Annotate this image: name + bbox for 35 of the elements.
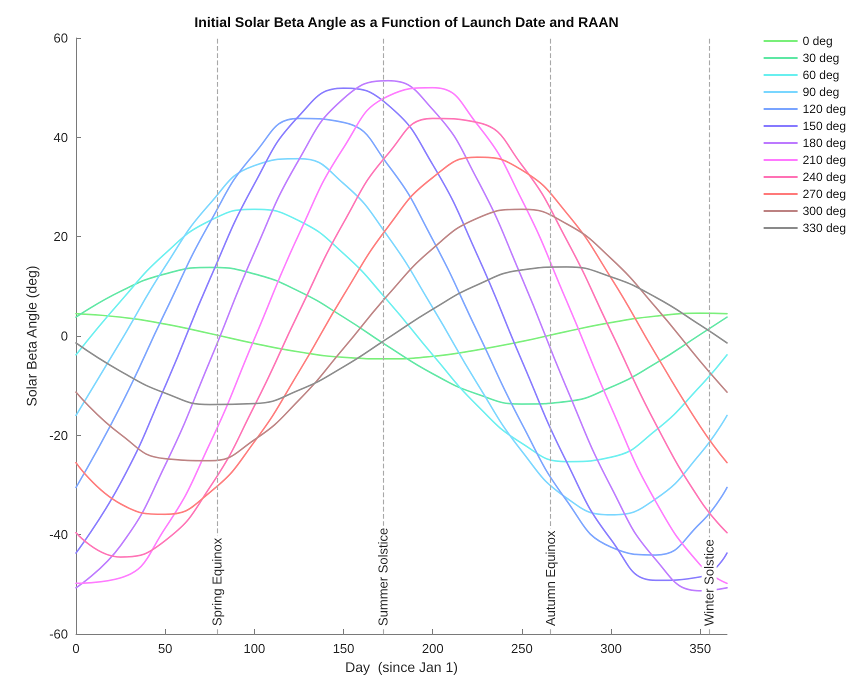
legend-label: 210 deg [802, 153, 846, 167]
x-tick-label: 50 [158, 641, 172, 656]
line-series [75, 312, 728, 360]
ref-line-label: Autumn Equinox [542, 530, 558, 626]
legend-label: 60 deg [802, 68, 840, 82]
legend-label: 300 deg [802, 204, 846, 218]
x-tick-label: 150 [332, 641, 354, 656]
x-tick-label: 0 [72, 641, 80, 656]
y-tick-label: 0 [60, 328, 68, 344]
y-tick-label: -60 [49, 626, 68, 642]
x-tick-label: 100 [244, 641, 266, 656]
y-tick-label: -20 [49, 428, 68, 443]
y-tick-label: 20 [54, 229, 68, 244]
legend-label: 240 deg [802, 170, 846, 184]
x-tick-label: 350 [689, 641, 712, 656]
y-tick-label: -40 [49, 527, 68, 542]
legend-label: 180 deg [802, 136, 846, 150]
legend-label: 150 deg [802, 119, 846, 133]
legend-label: 270 deg [802, 187, 846, 201]
ref-line-label: Spring Equinox [209, 537, 224, 626]
legend-label: 0 deg [802, 34, 833, 48]
legend-label: 120 deg [802, 102, 846, 116]
legend-label: 90 deg [802, 85, 840, 99]
y-tick-label: 40 [54, 130, 68, 145]
x-axis-title: Day (since Jan 1) [345, 659, 458, 675]
legend-label: 30 deg [802, 51, 840, 65]
legend-label: 330 deg [802, 221, 846, 235]
ref-line-label: Summer Solstice [375, 528, 390, 626]
y-axis-title: Solar Beta Angle (deg) [23, 266, 40, 406]
x-tick-label: 200 [422, 641, 444, 656]
y-tick-label: 60 [54, 30, 68, 46]
x-tick-label: 250 [511, 641, 533, 656]
ref-line-label: Winter Solstice [702, 539, 717, 626]
chart-title: Initial Solar Beta Angle as a Function of Launch Date and RAAN [194, 14, 619, 30]
x-tick-label: 300 [600, 641, 622, 656]
